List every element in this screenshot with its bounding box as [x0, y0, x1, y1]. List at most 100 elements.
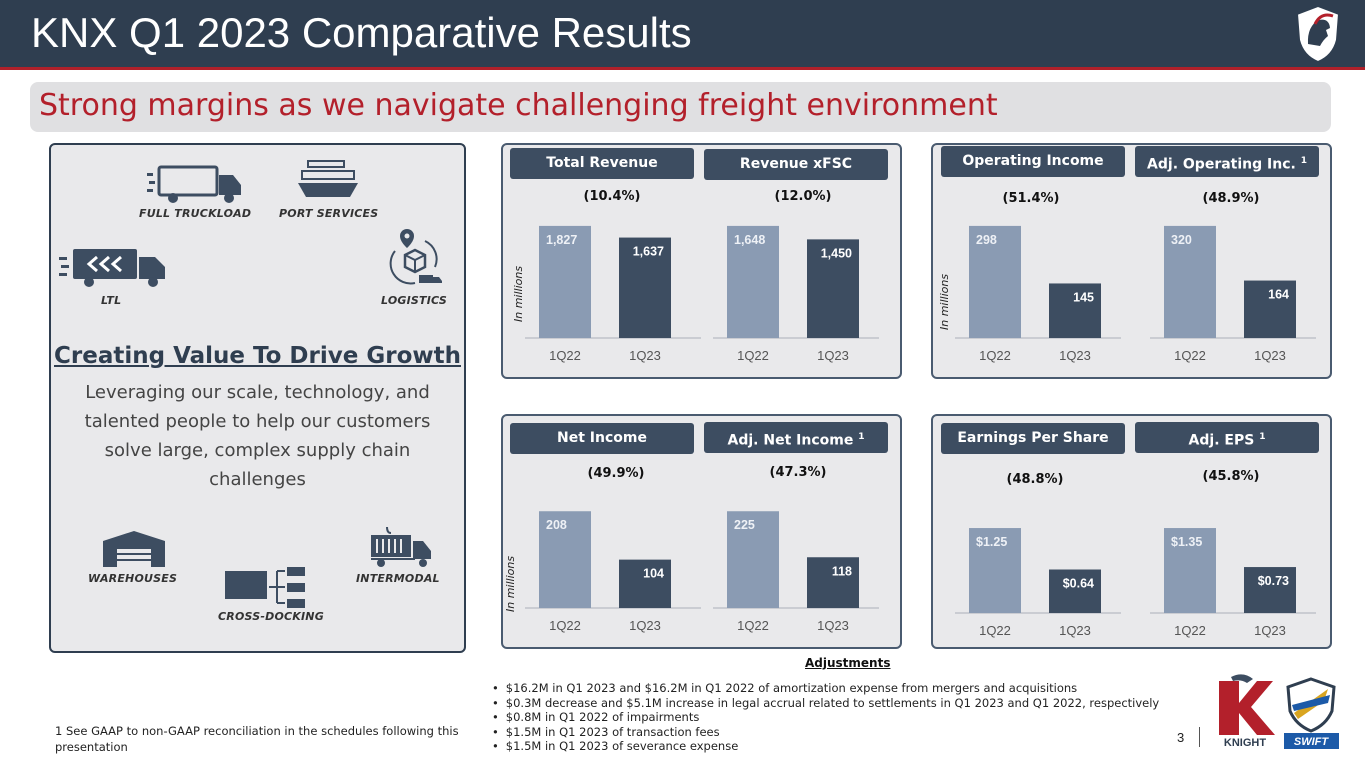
x-tick-label: 1Q22 [979, 348, 1011, 363]
bar-chart: 298 1Q22 145 1Q23 [955, 225, 1121, 363]
service-port-services: PORT SERVICES [279, 207, 379, 220]
knight-logo: KNIGHT [1219, 674, 1275, 748]
x-tick-label: 1Q22 [737, 618, 769, 633]
bar-chart: 208 1Q22 104 1Q23 [525, 511, 701, 633]
ship-icon [298, 160, 358, 197]
operating-income-change: (51.4%) [1002, 191, 1060, 206]
bar-value-label: 118 [832, 564, 852, 578]
bar-value-label: 320 [1171, 233, 1192, 247]
bar-1q23 [619, 237, 671, 338]
bar-1q23 [807, 557, 859, 608]
bar-value-label: 225 [734, 518, 755, 532]
warehouse-icon [103, 531, 165, 567]
bar-value-label: 1,450 [821, 246, 852, 260]
logistics-icon [389, 229, 442, 285]
bar-chart: $1.25 1Q22 $0.64 1Q23 [955, 528, 1121, 638]
adjustment-item: $1.5M in Q1 2023 of transaction fees [492, 725, 1159, 740]
bar-value-label: 164 [1268, 288, 1289, 302]
bar-1q22 [539, 225, 591, 338]
page-number: 3 [1177, 730, 1185, 745]
eps-change: (48.8%) [1006, 472, 1064, 487]
footnote-marker: 1 [1300, 156, 1307, 166]
adj-eps-change: (45.8%) [1202, 469, 1260, 484]
bar-value-label: $1.35 [1171, 535, 1202, 549]
creating-value-heading: Creating Value To Drive Growth [54, 343, 461, 369]
net-income-change: (49.9%) [587, 466, 645, 481]
revenue-xfsc-pill: Revenue xFSC [704, 149, 888, 180]
y-axis-label: In millions [504, 555, 517, 612]
bar-1q22 [539, 511, 591, 608]
bar-value-label: 208 [546, 518, 567, 532]
adjustment-item: $1.5M in Q1 2023 of severance expense [492, 739, 1159, 754]
subtitle-banner: Strong margins as we navigate challengin… [30, 82, 1331, 132]
x-tick-label: 1Q22 [1174, 623, 1206, 638]
y-axis-label: In millions [512, 265, 525, 322]
subtitle: Strong margins as we navigate challengin… [39, 88, 998, 123]
bar-1q23 [1244, 567, 1296, 613]
bar-1q23 [1049, 283, 1101, 338]
swift-logo-text: SWIFT [1294, 736, 1329, 748]
bar-value-label: $1.25 [976, 535, 1007, 549]
x-tick-label: 1Q23 [629, 618, 661, 633]
truck-icon [147, 165, 241, 203]
bar-chart: 320 1Q22 164 1Q23 [1150, 225, 1316, 363]
x-tick-label: 1Q22 [1174, 348, 1206, 363]
ltl-truck-icon [59, 249, 165, 287]
x-tick-label: 1Q23 [1059, 623, 1091, 638]
x-tick-label: 1Q22 [549, 348, 581, 363]
bar-1q22 [1164, 225, 1216, 338]
adj-net-income-pill: Adj. Net Income 1 [704, 422, 888, 453]
knight-shield-icon [1295, 4, 1341, 64]
bar-value-label: 298 [976, 233, 997, 247]
bar-1q23 [1049, 569, 1101, 613]
adj-operating-income-change: (48.9%) [1202, 191, 1260, 206]
operating-income-pill: Operating Income [941, 146, 1125, 177]
services-panel: FULL TRUCKLOAD PORT SERVICES LTL LOGISTI… [49, 143, 466, 653]
footnote: 1 See GAAP to non-GAAP reconciliation in… [55, 724, 459, 754]
bar-1q23 [619, 559, 671, 608]
bar-chart: 1,648 1Q22 1,450 1Q23 [713, 225, 879, 363]
bar-value-label: 1,637 [633, 245, 664, 259]
service-intermodal: INTERMODAL [356, 572, 440, 585]
divider [1199, 727, 1200, 747]
total-revenue-change: (10.4%) [583, 189, 641, 204]
bar-1q23 [807, 239, 859, 338]
bar-chart: $1.35 1Q22 $0.73 1Q23 [1150, 528, 1316, 638]
adjustment-item: $16.2M in Q1 2023 and $16.2M in Q1 2022 … [492, 681, 1159, 696]
x-tick-label: 1Q22 [979, 623, 1011, 638]
adj-eps-pill: Adj. EPS 1 [1135, 422, 1319, 453]
title-bar: KNX Q1 2023 Comparative Results [0, 0, 1365, 70]
service-cross-docking: CROSS-DOCKING [218, 610, 324, 623]
net-income-pill: Net Income [510, 423, 694, 454]
bar-1q22 [727, 225, 779, 338]
x-tick-label: 1Q23 [817, 618, 849, 633]
bar-value-label: $0.73 [1258, 574, 1289, 588]
bar-value-label: 1,648 [734, 233, 765, 247]
adjustment-item: $0.3M decrease and $5.1M increase in leg… [492, 696, 1159, 711]
eps-pill: Earnings Per Share [941, 423, 1125, 454]
swift-logo: SWIFT [1284, 677, 1339, 749]
x-tick-label: 1Q23 [629, 348, 661, 363]
adj-net-income-change: (47.3%) [769, 465, 827, 480]
x-tick-label: 1Q23 [1059, 348, 1091, 363]
x-tick-label: 1Q23 [1254, 348, 1286, 363]
bar-1q22 [727, 511, 779, 608]
bar-value-label: 1,827 [546, 233, 577, 247]
total-revenue-pill: Total Revenue [510, 148, 694, 179]
x-tick-label: 1Q23 [817, 348, 849, 363]
x-tick-label: 1Q22 [549, 618, 581, 633]
bar-chart: 1,827 1Q22 1,637 1Q23 [525, 225, 701, 363]
service-ltl: LTL [101, 294, 122, 307]
adj-operating-income-pill: Adj. Operating Inc. 1 [1135, 146, 1319, 177]
bar-chart: 225 1Q22 118 1Q23 [713, 511, 879, 633]
service-warehouses: WAREHOUSES [88, 572, 178, 585]
intermodal-icon [371, 526, 431, 567]
bar-1q22 [969, 225, 1021, 338]
x-tick-label: 1Q23 [1254, 623, 1286, 638]
adj-net-income-label: Adj. Net Income [727, 432, 854, 449]
knight-logo-text: KNIGHT [1224, 737, 1266, 748]
cross-docking-icon [225, 567, 305, 608]
creating-value-body: Leveraging our scale, technology, and ta… [84, 382, 431, 490]
bar-value-label: 145 [1073, 290, 1094, 304]
bar-1q22 [969, 528, 1021, 613]
